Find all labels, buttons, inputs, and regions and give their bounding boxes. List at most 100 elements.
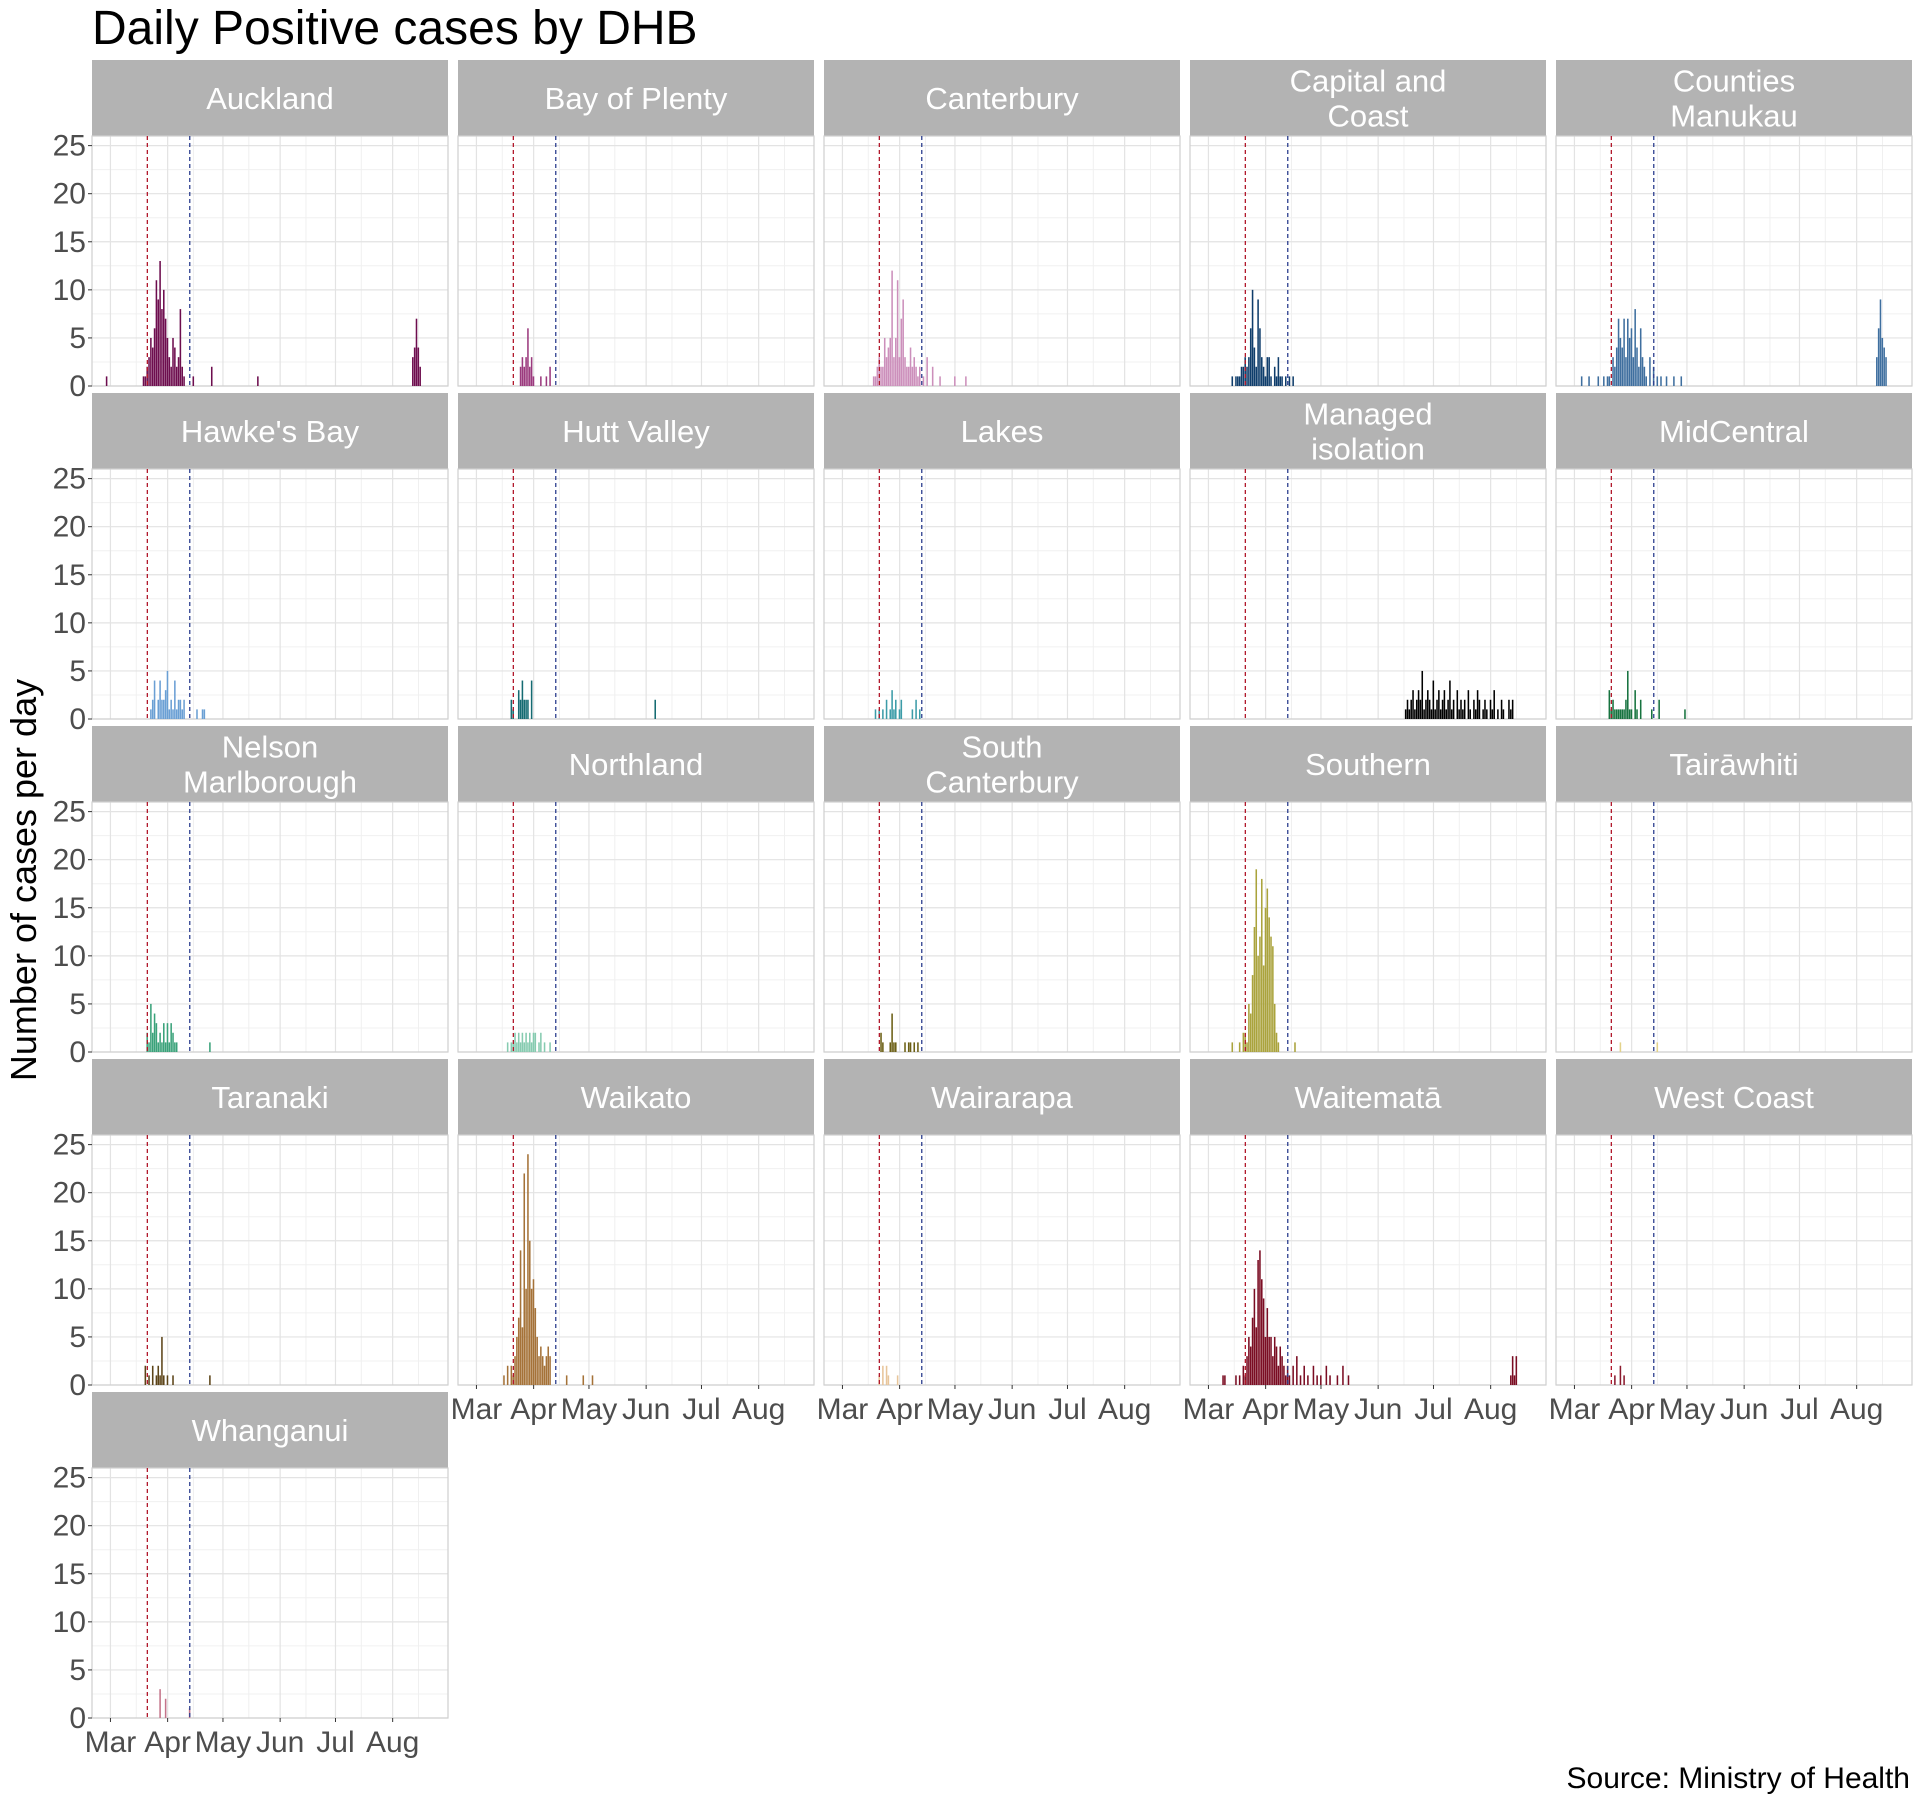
x-tick-label: Jun: [1354, 1393, 1402, 1426]
y-tick-label: 15: [53, 1558, 86, 1591]
bar: [1636, 709, 1638, 719]
strip-label-lakes: Lakes: [961, 414, 1044, 449]
bar: [1614, 709, 1616, 719]
bar: [183, 376, 185, 386]
y-tick-label: 15: [53, 226, 86, 259]
bar: [1876, 357, 1878, 386]
x-tick-label: Mar: [85, 1726, 137, 1759]
x-tick-label: May: [1293, 1393, 1350, 1426]
bar: [153, 680, 156, 719]
bar: [257, 376, 259, 386]
strip-label-auckland: Auckland: [206, 81, 334, 116]
plot-bg-bay-of-plenty: [458, 136, 814, 386]
strip-managed-isolation: [1190, 393, 1546, 469]
bar: [1249, 1346, 1252, 1385]
x-tick-label: Aug: [1464, 1393, 1517, 1426]
bar: [893, 1042, 895, 1052]
bar: [1284, 1375, 1287, 1385]
bar: [1458, 709, 1460, 719]
bar: [168, 1042, 171, 1052]
bar: [1619, 1365, 1622, 1385]
bar: [1441, 699, 1444, 719]
bar: [1641, 357, 1644, 386]
bar: [1508, 699, 1510, 719]
bar: [1515, 1356, 1518, 1385]
bar: [1656, 376, 1659, 386]
y-tick-label: 20: [53, 1510, 86, 1543]
x-tick-label: Jul: [1780, 1393, 1818, 1426]
strip-whanganui: [92, 1392, 448, 1468]
y-tick-label: 10: [53, 1273, 86, 1306]
bar: [1279, 376, 1282, 386]
y-tick-label: 0: [69, 1036, 86, 1069]
x-tick-label: Mar: [451, 1393, 503, 1426]
plot-border-waikato: [457, 1134, 815, 1386]
plot-border-auckland: [91, 135, 449, 387]
bar: [1628, 709, 1631, 719]
bar: [530, 357, 533, 386]
bar: [1879, 299, 1882, 386]
bar: [1883, 347, 1885, 386]
plot-border-south-canterbury: [823, 801, 1181, 1053]
x-tick-label: Jun: [622, 1393, 670, 1426]
bar: [166, 1375, 169, 1385]
bar: [931, 366, 934, 386]
panel-bay-of-plenty: Bay of Plenty: [457, 60, 815, 387]
strip-label-managed-isolation: Managed isolation: [1303, 397, 1432, 467]
bar: [898, 357, 901, 386]
bar: [1482, 709, 1484, 719]
y-tick-label: 25: [53, 463, 86, 496]
bar: [506, 1365, 509, 1385]
bar: [1235, 1375, 1237, 1385]
strip-auckland: [92, 60, 448, 136]
bar: [1272, 946, 1274, 1052]
bar: [527, 328, 529, 386]
x-tick-label: Jun: [1720, 1393, 1768, 1426]
y-tick-label: 5: [69, 655, 86, 688]
bar: [1491, 709, 1494, 719]
bar: [1257, 955, 1259, 1052]
bar: [1224, 1375, 1226, 1385]
bar: [157, 1365, 160, 1385]
bar: [591, 1375, 594, 1385]
bar: [909, 347, 912, 386]
bar: [1430, 709, 1433, 719]
bar: [174, 680, 176, 719]
bar: [1627, 670, 1629, 719]
bar: [1628, 337, 1631, 386]
bar: [1231, 1042, 1234, 1052]
bar: [1277, 1042, 1280, 1052]
bar: [517, 690, 520, 719]
bar: [523, 366, 526, 386]
bar: [1238, 1375, 1241, 1385]
plot-bg-south-canterbury: [824, 802, 1180, 1052]
bar: [1634, 690, 1636, 719]
bar: [151, 1032, 154, 1052]
bar: [1251, 289, 1254, 386]
bar: [170, 1023, 172, 1052]
bar: [523, 1042, 526, 1052]
bar: [1255, 1327, 1258, 1385]
strip-label-taranaki: Taranaki: [211, 1080, 328, 1115]
strip-label-capital-and-coast: Capital and Coast: [1290, 64, 1447, 134]
bar: [1597, 376, 1600, 386]
bar: [1650, 709, 1653, 719]
panel-wairarapa: Wairarapa Mar Apr May Jun Jul Aug: [817, 1059, 1181, 1426]
bar: [1255, 869, 1258, 1052]
bar: [1240, 366, 1243, 386]
bar: [911, 709, 914, 719]
bar: [105, 376, 108, 386]
bar: [889, 709, 892, 719]
bar: [1347, 1375, 1350, 1385]
x-tick-label: May: [561, 1393, 618, 1426]
y-tick-label: 0: [69, 703, 86, 736]
bar: [1617, 318, 1620, 386]
bar: [1235, 376, 1237, 386]
bar: [164, 1042, 167, 1052]
bar: [514, 1356, 516, 1385]
plot-bg-managed-isolation: [1190, 469, 1546, 719]
bar: [174, 1042, 176, 1052]
panel-tairawhiti: Tairāwhiti: [1555, 726, 1913, 1053]
bar: [1266, 1308, 1269, 1385]
chart-title: Daily Positive cases by DHB: [92, 2, 698, 55]
